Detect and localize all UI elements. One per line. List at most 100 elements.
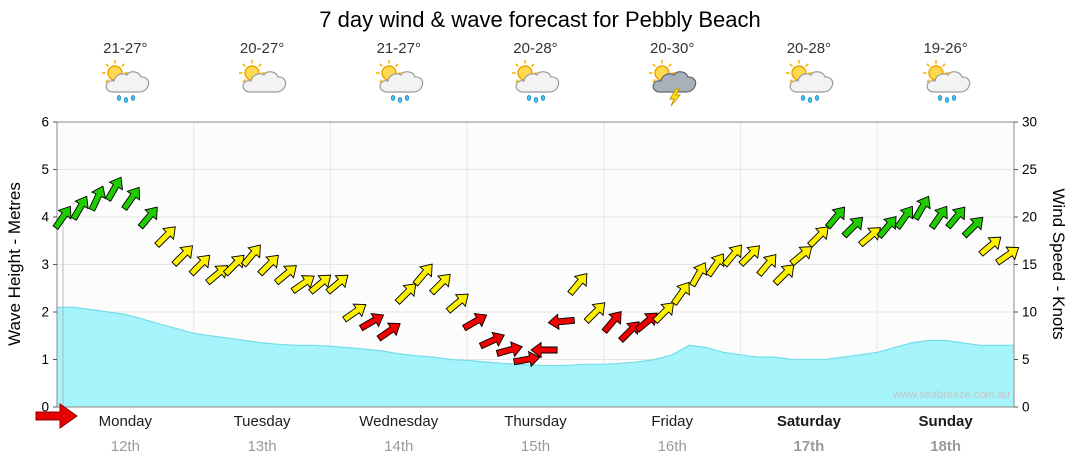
day-header: 20-28° <box>467 40 604 113</box>
temperature-range: 20-27° <box>239 40 285 57</box>
day-name: Wednesday <box>359 413 439 430</box>
wind-arrow <box>912 195 931 221</box>
wind-arrow <box>342 303 367 323</box>
wind-arrow <box>358 312 385 332</box>
day-name: Friday <box>651 413 694 430</box>
wind-arrow <box>70 195 89 221</box>
wind-arrow <box>240 244 261 268</box>
wind-arrow <box>583 302 606 324</box>
wind-arrow <box>171 245 194 267</box>
wind-arrow <box>738 245 761 267</box>
weather-icon-sun-cloud-rain <box>741 60 878 113</box>
day-name: Tuesday <box>233 413 291 430</box>
wind-arrow <box>961 216 984 239</box>
wind-arrow <box>547 313 575 331</box>
day-name: Saturday <box>776 413 842 430</box>
watermark: www.seabreeze.com.au <box>893 389 1010 401</box>
wind-arrow <box>137 206 158 230</box>
sun-cloud-rain-icon <box>785 60 834 103</box>
right-tick-label: 20 <box>1022 210 1037 225</box>
left-tick-label: 5 <box>41 162 49 177</box>
sun-cloud-rain-icon <box>102 60 150 103</box>
page-title: 7 day wind & wave forecast for Pebbly Be… <box>319 7 761 32</box>
sun-cloud-icon <box>239 60 287 93</box>
wind-arrow <box>876 215 897 240</box>
right-tick-label: 30 <box>1022 115 1037 130</box>
right-tick-label: 0 <box>1022 400 1030 415</box>
wind-arrow <box>601 310 622 335</box>
day-date: 18th <box>930 438 962 455</box>
right-tick-label: 5 <box>1022 352 1030 367</box>
wind-arrow <box>88 185 107 212</box>
day-date: 16th <box>657 438 687 455</box>
temperature-range: 20-28° <box>513 40 558 57</box>
temperature-range: 20-28° <box>786 40 832 57</box>
sun-cloud-rain-icon <box>375 60 424 103</box>
wind-arrow <box>688 262 708 288</box>
right-axis-label: Wind Speed - Knots <box>1049 188 1068 340</box>
day-name: Thursday <box>504 413 567 430</box>
day-header: 19-26° <box>877 40 1014 113</box>
day-header: 21-27° <box>330 40 467 113</box>
wind-arrow <box>705 253 725 278</box>
left-tick-label: 4 <box>41 210 49 225</box>
wind-arrow <box>188 254 211 277</box>
wind-arrow <box>308 274 332 295</box>
wind-arrow <box>429 273 451 296</box>
day-name: Sunday <box>918 413 973 430</box>
wind-arrow <box>290 275 315 295</box>
weather-icon-storm <box>604 60 741 113</box>
wind-arrow <box>995 246 1020 266</box>
day-date: 13th <box>247 438 277 455</box>
wind-arrow <box>789 246 813 267</box>
left-tick-label: 6 <box>41 115 49 130</box>
left-tick-label: 3 <box>41 257 49 272</box>
wind-arrow <box>841 216 864 239</box>
day-date: 15th <box>520 438 551 455</box>
weather-icon-sun-cloud <box>194 60 331 113</box>
wind-arrow <box>824 206 846 230</box>
right-tick-label: 10 <box>1022 305 1037 320</box>
day-date: 12th <box>110 438 140 455</box>
right-tick-label: 25 <box>1022 162 1037 177</box>
wind-arrow <box>104 176 124 202</box>
temperature-range: 21-27° <box>103 40 148 57</box>
left-tick-label: 1 <box>41 352 49 367</box>
sun-cloud-rain-icon <box>922 60 970 103</box>
wind-arrow <box>721 244 742 268</box>
left-tick-label: 0 <box>41 400 49 415</box>
current-wind-marker <box>35 403 78 429</box>
day-header: 20-30° <box>604 40 741 113</box>
wind-arrow <box>530 341 558 359</box>
wind-arrow <box>154 226 176 248</box>
wind-arrow <box>412 263 433 287</box>
wind-arrow <box>807 226 829 248</box>
weather-icon-sun-cloud-rain <box>330 60 467 113</box>
wave-height-line <box>57 306 1014 367</box>
wind-arrow <box>478 331 505 350</box>
weather-icon-sun-cloud-rain <box>467 60 604 113</box>
wind-arrow <box>756 253 777 278</box>
sun-cloud-rain-icon <box>512 60 560 103</box>
wind-arrow <box>257 254 279 277</box>
weather-icon-sun-cloud-rain <box>57 60 194 113</box>
wind-arrow <box>652 302 675 324</box>
storm-icon <box>649 60 697 107</box>
weather-icon-sun-cloud-rain <box>877 60 1014 113</box>
wind-arrow <box>670 281 690 306</box>
temperature-range: 19-26° <box>923 40 968 57</box>
wind-arrow <box>513 350 541 368</box>
wind-arrow <box>945 206 966 230</box>
wind-arrow <box>772 264 795 286</box>
wave-height-area <box>57 307 1014 407</box>
left-tick-label: 2 <box>41 305 49 320</box>
day-name: Monday <box>98 413 153 430</box>
wind-arrow <box>394 283 417 305</box>
wind-arrow <box>445 293 469 314</box>
day-header: 20-28° <box>741 40 878 113</box>
wind-arrow <box>273 265 297 286</box>
wind-arrow <box>894 205 914 230</box>
day-header: 20-27° <box>194 40 331 113</box>
